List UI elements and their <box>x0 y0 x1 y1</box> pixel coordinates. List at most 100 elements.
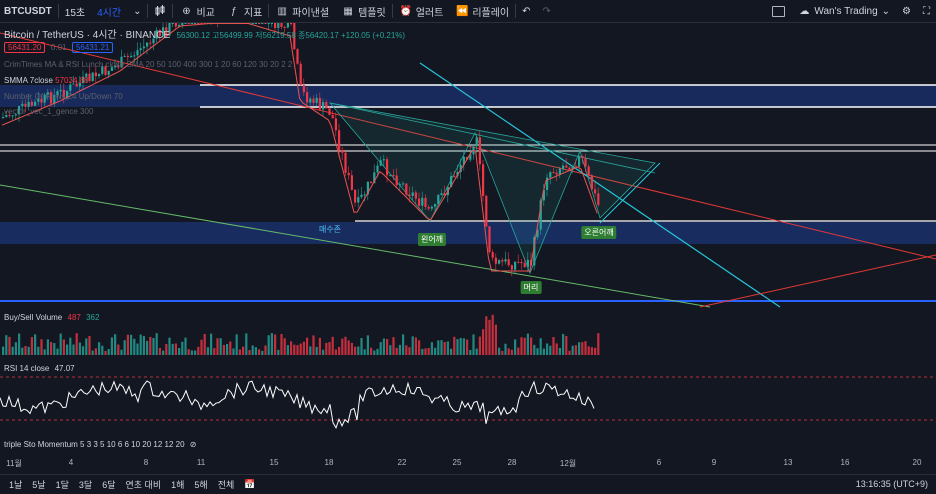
volume-bar <box>386 339 389 355</box>
volume-bar <box>264 345 267 355</box>
sell-price[interactable]: 56431.20 <box>4 42 46 53</box>
range-button[interactable]: 1날 <box>9 480 23 490</box>
candle <box>5 115 8 118</box>
volume-bar <box>309 346 312 355</box>
volume-bar <box>328 342 331 355</box>
range-button[interactable]: 1해 <box>171 480 185 490</box>
time-axis-label: 16 <box>840 458 850 467</box>
candle <box>578 155 581 167</box>
trendline-green[interactable] <box>0 184 711 308</box>
volume-bar <box>226 343 229 355</box>
candle <box>270 23 273 24</box>
undo-button[interactable]: ↶ <box>516 0 536 22</box>
candle <box>37 98 40 102</box>
range-button[interactable]: 3달 <box>78 480 93 490</box>
candle <box>94 72 97 77</box>
date-range-button[interactable]: 📅 <box>239 479 260 490</box>
candle <box>21 103 24 106</box>
range-button[interactable]: 1달 <box>55 480 69 490</box>
replay-button[interactable]: ⏪ 리플레이 <box>449 0 515 22</box>
eye-off-icon[interactable]: ⊘ <box>189 440 197 449</box>
redo-button[interactable]: ↷ <box>537 0 557 22</box>
time-axis[interactable]: 11월 4 8 11 15 18 22 25 28 12월 6 9 13 16 20 <box>0 453 936 472</box>
range-button[interactable]: 연초 대비 <box>125 480 162 490</box>
candle <box>178 25 181 27</box>
chart-area[interactable]: Bitcoin / TetherUS · 4시간 · BINANCE 56300… <box>0 14 936 453</box>
candle <box>171 23 174 24</box>
indicator-legend-vp[interactable]: Number Of Rows 24 Up/Down 70 <box>4 92 123 101</box>
financials-button[interactable]: ▥ 파이낸셜 <box>269 0 335 22</box>
symbol-search[interactable]: BTCUSDT <box>4 5 52 17</box>
candle <box>437 194 440 205</box>
candle <box>584 158 587 167</box>
right-shoulder-label[interactable]: 오른어깨 <box>581 226 617 239</box>
bar-style-button[interactable] <box>148 0 172 22</box>
volume-bar <box>482 329 485 355</box>
candle <box>555 172 558 175</box>
candle <box>309 98 312 103</box>
candle <box>197 23 200 24</box>
candle <box>552 172 555 174</box>
interval-dropdown[interactable]: ⌄ <box>127 0 147 22</box>
stoch-legend[interactable]: triple Sto Momentum 5 3 3 5 10 6 6 10 20… <box>4 440 197 449</box>
volume-bar <box>142 336 145 355</box>
range-button[interactable]: 5해 <box>194 480 208 490</box>
trendline-red-up[interactable] <box>699 254 936 308</box>
range-button[interactable]: 전체 <box>217 480 235 490</box>
support-zone[interactable] <box>0 222 936 244</box>
candle <box>350 175 353 190</box>
candle <box>299 63 302 85</box>
volume-legend[interactable]: Buy/Sell Volume 487 362 <box>4 313 99 322</box>
candle <box>72 83 75 85</box>
layout-select-button[interactable] <box>766 0 791 22</box>
candle <box>546 177 549 191</box>
indicator-legend-smma[interactable]: SMMA 7close 57034.88 <box>4 76 89 85</box>
volume-bar <box>254 347 257 355</box>
range-button[interactable]: 5날 <box>32 480 46 490</box>
support-label[interactable]: 매수존 <box>318 225 342 234</box>
buy-price[interactable]: 56431.21 <box>71 42 114 53</box>
stoch-label: triple Sto Momentum 5 3 3 5 10 6 6 10 20… <box>4 440 185 449</box>
candle <box>558 168 561 175</box>
indicator-legend-ma[interactable]: CrimTimes MA & RSI Lunch close SMA 20 50… <box>4 60 293 69</box>
trendline-cyan[interactable] <box>419 62 781 308</box>
interval-15s[interactable]: 15초 <box>64 7 86 19</box>
templates-button[interactable]: ▦ 템플릿 <box>335 0 392 22</box>
time-axis-label: 18 <box>324 458 334 467</box>
cloud-layout-button[interactable]: ☁ Wan's Trading ⌄ <box>791 0 896 22</box>
pattern-neckline[interactable] <box>329 102 656 174</box>
volume-bar <box>78 342 81 355</box>
volume-bar <box>37 346 40 355</box>
symbol-title[interactable]: Bitcoin / TetherUS · 4시간 · BINANCE <box>4 30 171 41</box>
left-shoulder-label[interactable]: 왼어깨 <box>417 233 447 246</box>
head-label[interactable]: 머리 <box>520 281 542 294</box>
cloud-icon: ☁ <box>799 5 810 17</box>
alert-button[interactable]: ⏰ 얼러트 <box>393 0 450 22</box>
indicator-legend-vector[interactable]: vector_vec_1_gence 300 <box>4 107 94 116</box>
volume-bar <box>146 341 149 355</box>
candle <box>485 195 488 227</box>
candle <box>27 101 30 107</box>
range-button[interactable]: 6달 <box>102 480 116 490</box>
candle <box>482 164 485 196</box>
candle <box>392 175 395 177</box>
candle <box>469 154 472 160</box>
interval-4h[interactable]: 4시간 <box>97 7 122 19</box>
volume-bar <box>107 349 110 355</box>
volume-bar <box>18 333 21 355</box>
rsi-legend[interactable]: RSI 14 close 47.07 <box>4 364 75 373</box>
head-and-shoulders-pattern[interactable] <box>328 102 656 275</box>
sell-volume: 487 <box>67 313 81 322</box>
candle <box>130 55 133 58</box>
fullscreen-button[interactable]: ⛶ <box>917 0 936 22</box>
compare-button[interactable]: ⊕ 비교 <box>173 0 220 22</box>
candle <box>85 73 88 77</box>
chart-canvas[interactable] <box>0 14 936 453</box>
candle <box>155 30 158 39</box>
clock[interactable]: 13:16:35 (UTC+9) <box>855 479 928 489</box>
volume-bar <box>277 349 280 355</box>
volume-bar <box>302 341 305 355</box>
indicators-button[interactable]: ƒ 지표 <box>221 0 268 22</box>
trendline-cyan-2[interactable] <box>599 162 661 224</box>
settings-button[interactable]: ⚙ <box>896 0 917 22</box>
